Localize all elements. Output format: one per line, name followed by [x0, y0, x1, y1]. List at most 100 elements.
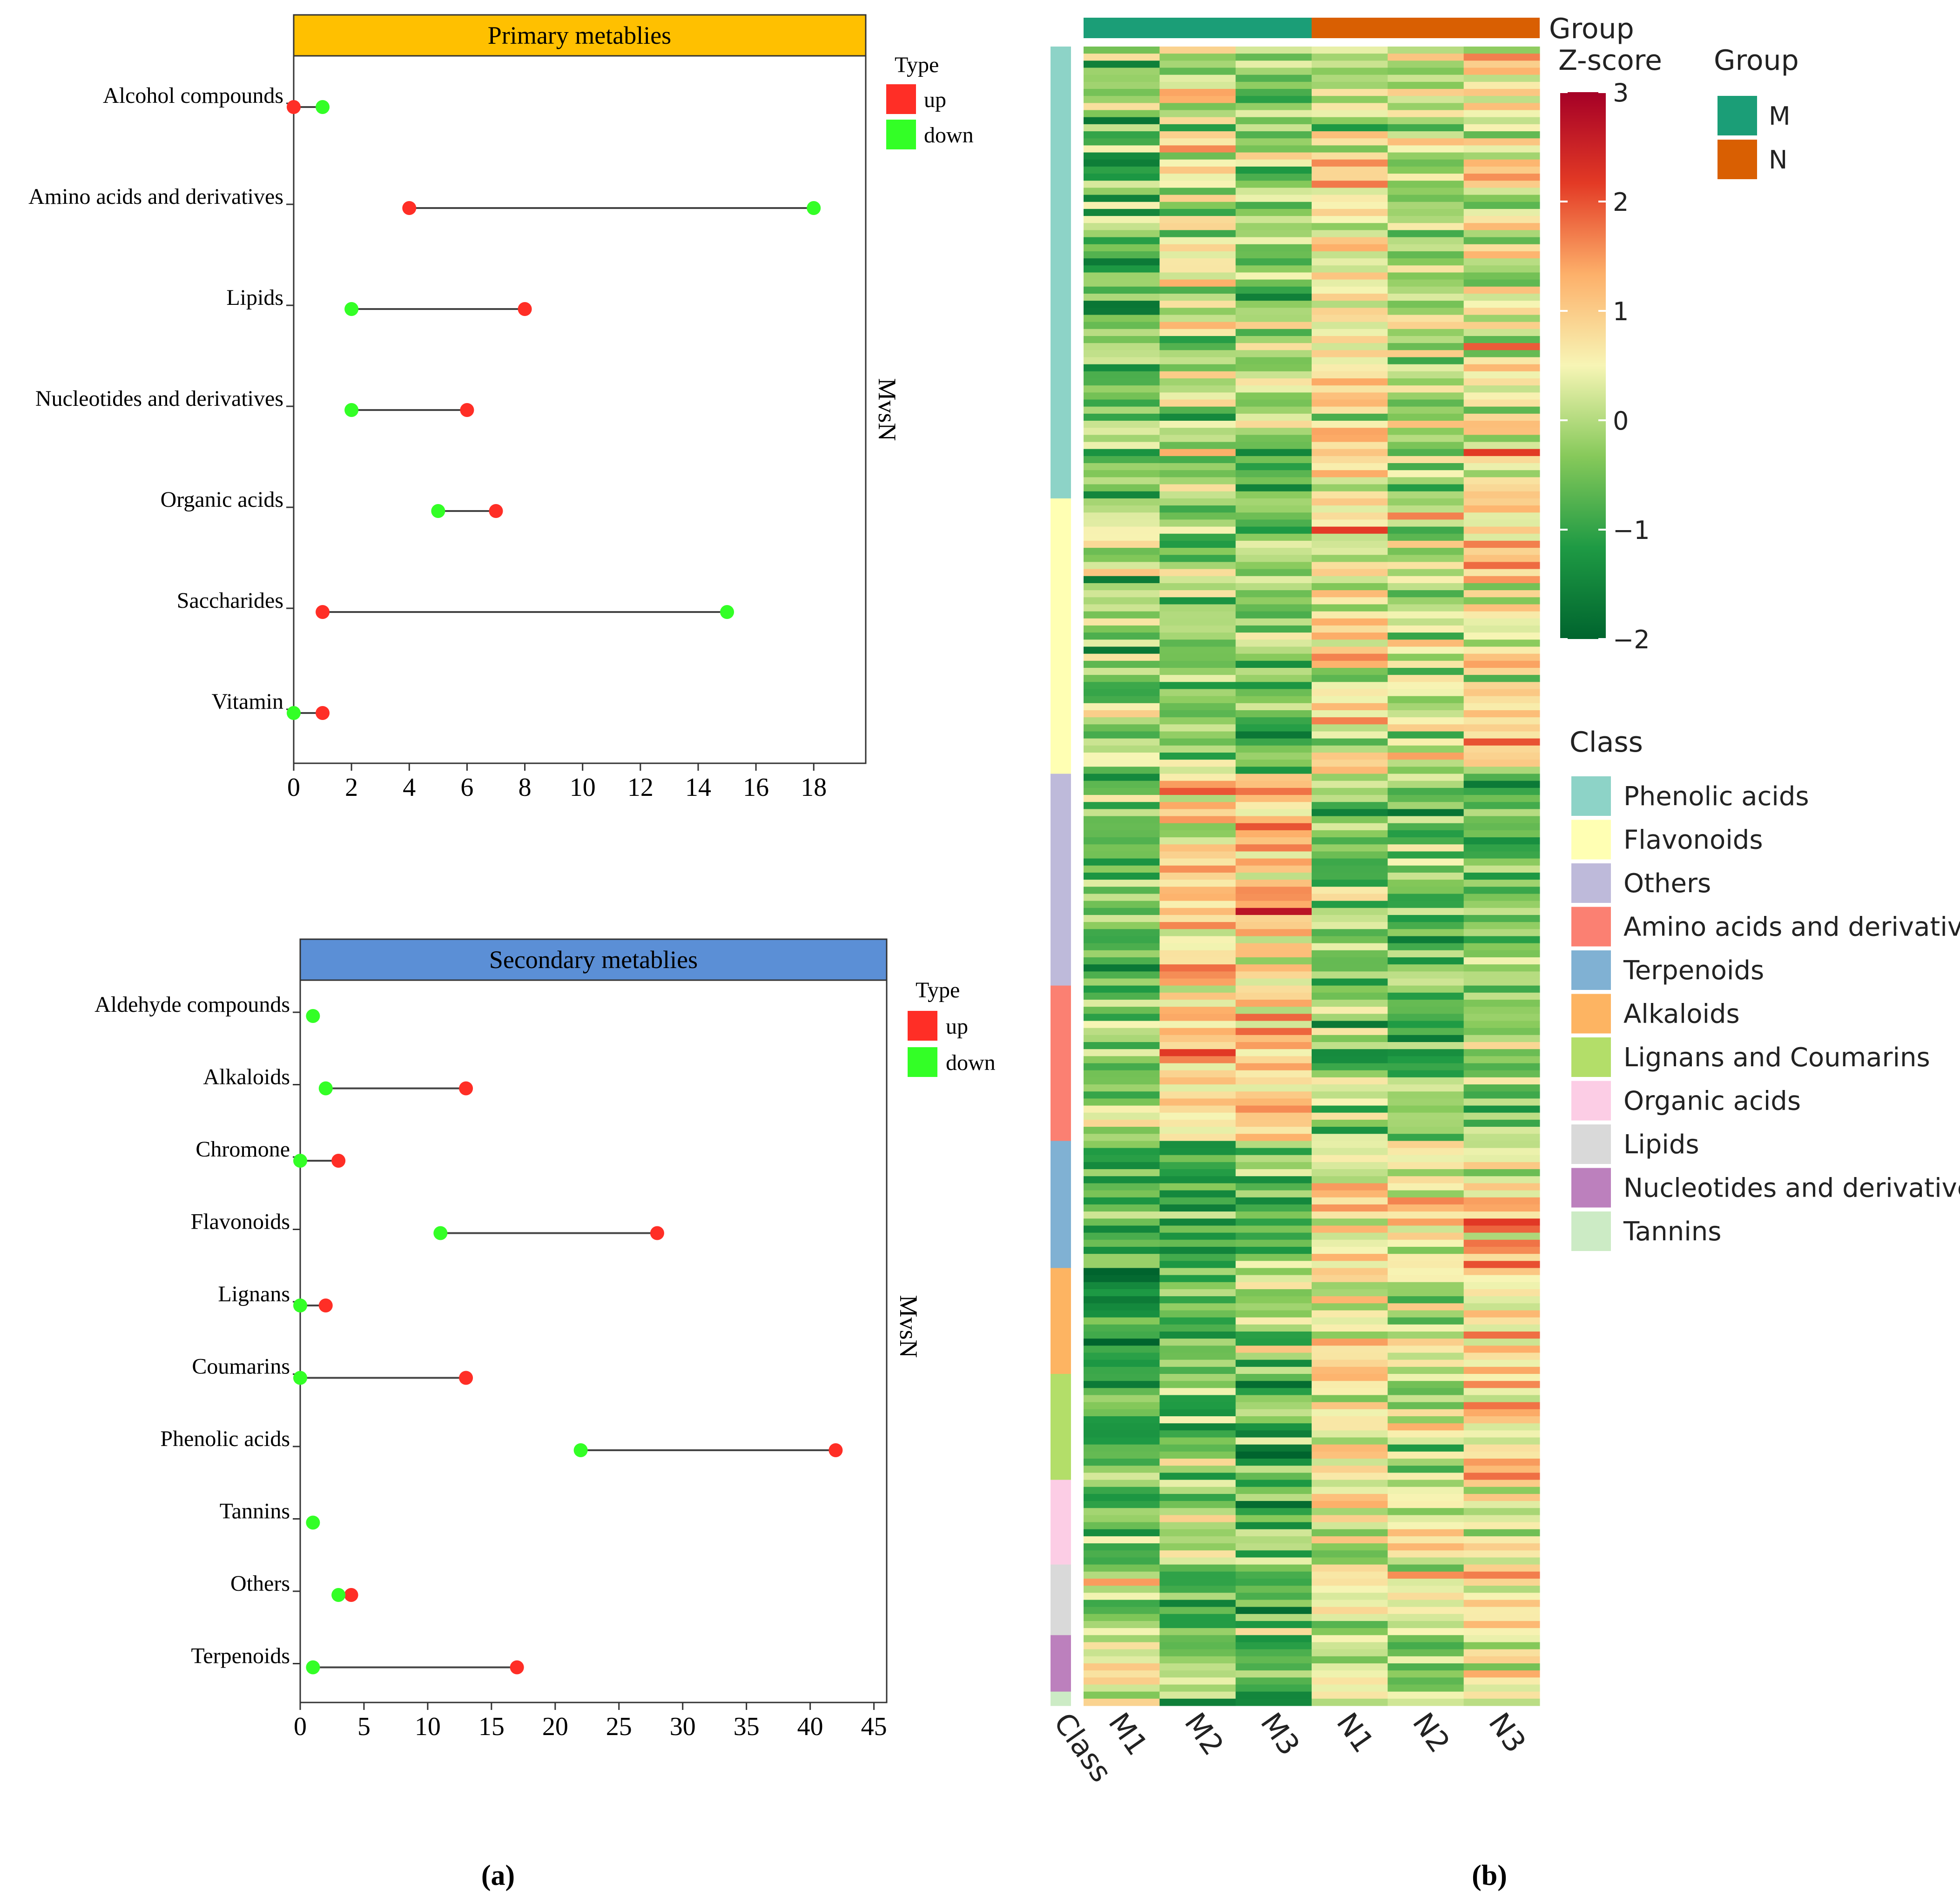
heatmap-cell — [1159, 985, 1236, 993]
heatmap-cell — [1159, 576, 1236, 584]
heatmap-cell — [1084, 576, 1160, 584]
heatmap-cell — [1312, 1232, 1388, 1240]
heatmap-cell — [1084, 618, 1160, 626]
heatmap-cell — [1387, 1684, 1464, 1692]
heatmap-cell — [1312, 533, 1388, 541]
heatmap-cell — [1159, 1246, 1236, 1254]
heatmap-cell — [1312, 1098, 1388, 1106]
heatmap-cell — [1084, 1543, 1160, 1551]
heatmap-cell — [1387, 61, 1464, 68]
heatmap-cell — [1084, 710, 1160, 718]
heatmap-cell — [1463, 1169, 1540, 1177]
heatmap-cell — [1463, 1268, 1540, 1276]
heatmap-cell — [1312, 477, 1388, 485]
heatmap-cell — [1159, 1473, 1236, 1480]
heatmap-cell — [1387, 753, 1464, 760]
heatmap-cell — [1159, 872, 1236, 880]
heatmap-cell — [1159, 286, 1236, 294]
class-legend-label-lipids: Lipids — [1623, 1130, 1699, 1160]
heatmap-cell — [1463, 1381, 1540, 1388]
heatmap-cell — [1159, 971, 1236, 979]
heatmap-cell — [1235, 583, 1312, 591]
heatmap-cell — [1387, 1070, 1464, 1078]
heatmap-cell — [1463, 1303, 1540, 1311]
heatmap-cell — [1159, 1381, 1236, 1388]
heatmap-cell — [1312, 646, 1388, 654]
heatmap-cell — [1084, 1339, 1160, 1346]
heatmap-cell — [1387, 894, 1464, 902]
primary-point-down — [287, 706, 301, 720]
heatmap-cell — [1235, 202, 1312, 209]
heatmap-cell — [1084, 1119, 1160, 1127]
heatmap-cell — [1312, 1077, 1388, 1085]
heatmap-cell — [1312, 1635, 1388, 1642]
heatmap-cell — [1235, 1310, 1312, 1318]
class-legend-swatch-nucleotides-and-derivatives — [1571, 1168, 1611, 1208]
heatmap-cell — [1312, 1296, 1388, 1304]
heatmap-cell — [1159, 385, 1236, 393]
heatmap-cell — [1387, 978, 1464, 986]
heatmap-cell — [1312, 760, 1388, 767]
heatmap-cell — [1159, 1684, 1236, 1692]
primary-point-up — [460, 403, 474, 417]
heatmap-cell — [1084, 653, 1160, 661]
heatmap-cell — [1463, 964, 1540, 972]
heatmap-cell — [1387, 780, 1464, 788]
heatmap-cell — [1084, 1084, 1160, 1092]
heatmap-cell — [1159, 1522, 1236, 1530]
heatmap-cell — [1463, 703, 1540, 711]
heatmap-cell — [1159, 350, 1236, 357]
heatmap-cell — [1387, 851, 1464, 859]
heatmap-cell — [1084, 597, 1160, 605]
heatmap-cell — [1159, 1317, 1236, 1325]
primary-point-down — [431, 504, 445, 518]
heatmap-cell — [1312, 1176, 1388, 1184]
secondary-category-label: Coumarins — [192, 1354, 290, 1379]
column-label-m1: M1 — [1102, 1707, 1154, 1762]
heatmap-cell — [1463, 611, 1540, 619]
heatmap-cell — [1312, 865, 1388, 873]
heatmap-cell — [1312, 964, 1388, 972]
heatmap-cell — [1159, 1176, 1236, 1184]
heatmap-cell — [1387, 1409, 1464, 1417]
heatmap-cell — [1084, 1042, 1160, 1050]
heatmap-cell — [1235, 1466, 1312, 1473]
heatmap-cell — [1084, 562, 1160, 570]
column-label-n1: N1 — [1330, 1707, 1381, 1759]
heatmap-cell — [1235, 406, 1312, 414]
heatmap-cell — [1387, 1614, 1464, 1621]
heatmap-cell — [1235, 230, 1312, 238]
heatmap-cell — [1084, 1614, 1160, 1621]
heatmap-cell — [1235, 1211, 1312, 1219]
heatmap-cell — [1159, 1614, 1236, 1621]
heatmap-cell — [1159, 237, 1236, 245]
heatmap-cell — [1159, 1042, 1236, 1050]
heatmap-cell — [1463, 830, 1540, 838]
heatmap-cell — [1235, 265, 1312, 273]
heatmap-cell — [1463, 555, 1540, 562]
column-label-m3: M3 — [1254, 1707, 1307, 1762]
heatmap-cell — [1084, 540, 1160, 548]
heatmap-cell — [1235, 533, 1312, 541]
class-legend-swatch-others — [1571, 863, 1611, 903]
heatmap-cell — [1235, 1480, 1312, 1487]
heatmap-cell — [1084, 1246, 1160, 1254]
heatmap-cell — [1387, 1395, 1464, 1403]
heatmap-cell — [1387, 293, 1464, 301]
heatmap-cell — [1312, 837, 1388, 845]
heatmap-cell — [1387, 1437, 1464, 1445]
heatmap-cell — [1235, 1141, 1312, 1149]
heatmap-cell — [1387, 1091, 1464, 1099]
heatmap-cell — [1084, 209, 1160, 216]
heatmap-cell — [1084, 696, 1160, 704]
heatmap-cell — [1159, 399, 1236, 407]
heatmap-cell — [1387, 1014, 1464, 1021]
heatmap-cell — [1312, 237, 1388, 245]
heatmap-cell — [1463, 47, 1540, 54]
heatmap-cell — [1387, 498, 1464, 506]
heatmap-cell — [1312, 540, 1388, 548]
heatmap-cell — [1312, 583, 1388, 591]
heatmap-cell — [1463, 1127, 1540, 1134]
heatmap-cell — [1463, 1515, 1540, 1523]
heatmap-cell — [1387, 1098, 1464, 1106]
